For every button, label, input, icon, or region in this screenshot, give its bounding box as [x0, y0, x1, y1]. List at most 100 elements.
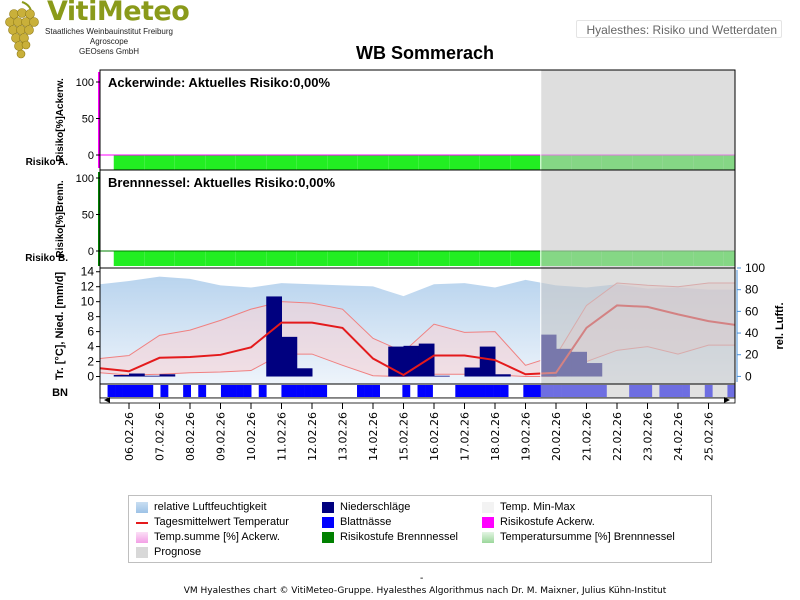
- x-tick-label: 18.02.26: [489, 412, 502, 461]
- risk-band-cell: [266, 251, 297, 266]
- legend-swatch-risk-brenn: [322, 532, 334, 543]
- y-right-tick-label: 100: [745, 261, 765, 275]
- grape-icon: [5, 1, 39, 59]
- risk-band-cell: [449, 251, 480, 266]
- legend-swatch-forecast: [136, 547, 148, 558]
- leaf-wetness-cell: [523, 385, 532, 397]
- panel-label-brennnessel: Brennnessel: Aktuelles Risiko:0,00%: [108, 175, 336, 190]
- legend-swatch-humidity: [136, 502, 148, 513]
- legend-label: Prognose: [154, 546, 202, 558]
- y-right-axis-label: rel. Luftf.: [774, 302, 786, 349]
- x-tick-label: 21.02.26: [581, 412, 594, 461]
- risk-band-cell: [235, 155, 267, 170]
- risk-band-cell: [357, 251, 389, 266]
- legend-label: relative Luftfeuchtigkeit: [154, 501, 267, 513]
- y-tick-label: 0: [87, 370, 94, 384]
- legend-label: Risikostufe Brennnessel: [340, 531, 459, 543]
- footer-dash: -: [420, 573, 424, 584]
- leaf-wetness-cell: [357, 385, 365, 397]
- risk-band-cell: [388, 251, 419, 266]
- legend-swatch-precipitation: [322, 502, 334, 513]
- leaf-wetness-cell: [417, 385, 426, 397]
- legend-label: Temperatursumme [%] Brennnessel: [500, 531, 675, 543]
- leaf-wetness-cell: [530, 385, 539, 397]
- legend-swatch-risk-ackerw: [482, 517, 494, 528]
- leaf-wetness-cell: [288, 385, 297, 397]
- panel-label-ackerwinde: Ackerwinde: Aktuelles Risiko:0,00%: [108, 75, 330, 90]
- x-tick-label: 09.02.26: [215, 412, 228, 461]
- leaf-wetness-cell: [304, 385, 312, 397]
- precipitation-bar: [296, 368, 313, 377]
- leaf-wetness-cell: [296, 385, 305, 397]
- vitimeteo-logo: VitiMeteo Staatliches Weinbauinstitut Fr…: [0, 0, 200, 62]
- risk-band-cell: [418, 155, 450, 170]
- risk-band-cell: [296, 155, 328, 170]
- logo-line-institute: Staatliches Weinbauinstitut Freiburg: [45, 27, 173, 36]
- x-tick-label: 19.02.26: [520, 412, 533, 461]
- y-tick-label: 14: [81, 265, 95, 279]
- x-tick-label: 06.02.26: [123, 412, 136, 461]
- y-tick-label: 100: [76, 77, 94, 89]
- leaf-wetness-cell: [198, 385, 207, 397]
- x-tick-label: 14.02.26: [367, 412, 380, 461]
- y-right-tick-label: 0: [745, 369, 752, 383]
- risk-band-cell: [357, 155, 389, 170]
- leaf-wetness-cell: [258, 385, 267, 397]
- chart-type-badge: Hyalesthes: Risiko und Wetterdaten: [576, 20, 782, 38]
- legend-swatch-temp-min-max: [482, 502, 494, 513]
- legend-swatch-temp-mean: [136, 522, 148, 524]
- precipitation-bar: [281, 336, 298, 377]
- x-tick-label: 20.02.26: [550, 412, 563, 461]
- leaf-wetness-cell: [485, 385, 494, 397]
- leaf-wetness-cell: [319, 385, 328, 397]
- risk-band-cell: [479, 251, 511, 266]
- legend-label: Temp. Min-Max: [500, 501, 576, 513]
- precipitation-bar: [144, 375, 160, 377]
- leaf-wetness-cell: [236, 385, 244, 397]
- risk-band-cell: [510, 155, 541, 170]
- x-tick-label: 15.02.26: [398, 412, 411, 461]
- leaf-wetness-cell: [425, 385, 433, 397]
- risk-band-cell: [113, 155, 145, 170]
- scroll-track: [99, 397, 736, 404]
- scroll-right-arrow-icon: [724, 397, 730, 403]
- risk-band-cell: [449, 155, 480, 170]
- leaf-wetness-cell: [311, 385, 320, 397]
- precipitation-bar: [403, 345, 420, 377]
- y-tick-label: 50: [82, 210, 94, 222]
- risk-band-cell: [174, 155, 206, 170]
- risk-band-cell: [266, 155, 297, 170]
- y-axis-label-ackerwinde: Risiko[%]Ackerw.: [55, 78, 66, 162]
- leaf-wetness-cell: [115, 385, 123, 397]
- y-axis-label-brennnessel: Risiko[%]Brenn.: [55, 180, 66, 257]
- leaf-wetness-cell: [364, 385, 373, 397]
- risk-band-cell: [144, 251, 175, 266]
- leaf-wetness-cell: [372, 385, 381, 397]
- leaf-wetness-cell: [220, 385, 229, 397]
- risk-band-cell: [296, 251, 328, 266]
- x-tick-label: 10.02.26: [245, 412, 258, 461]
- logo-title: VitiMeteo: [47, 0, 190, 27]
- y-tick-label: 8: [87, 310, 94, 324]
- logo-line-agroscope: Agroscope: [89, 37, 129, 46]
- chart-title: WB Sommerach: [355, 43, 495, 63]
- leaf-wetness-cell: [145, 385, 154, 397]
- x-tick-label: 24.02.26: [672, 412, 685, 461]
- precipitation-bar: [266, 296, 282, 377]
- y-tick-label: 10: [81, 295, 95, 309]
- leaf-wetness-cell: [500, 385, 509, 397]
- leaf-wetness-cell: [470, 385, 479, 397]
- risk-band-cell: [479, 155, 511, 170]
- bn-label: BN: [52, 387, 68, 399]
- y-right-tick-label: 20: [745, 348, 759, 362]
- risk-band-cell: [174, 251, 206, 266]
- x-tick-label: 11.02.26: [276, 412, 289, 461]
- leaf-wetness-cell: [462, 385, 471, 397]
- risk-band-cell: [144, 155, 175, 170]
- risk-band-cell: [113, 251, 145, 266]
- risk-band-cell: [418, 251, 450, 266]
- risk-axis-label-brennnessel: Risiko B.: [25, 253, 68, 264]
- leaf-wetness-cell: [228, 385, 237, 397]
- legend-swatch-leaf-wetness: [322, 517, 334, 528]
- x-tick-label: 12.02.26: [306, 412, 319, 461]
